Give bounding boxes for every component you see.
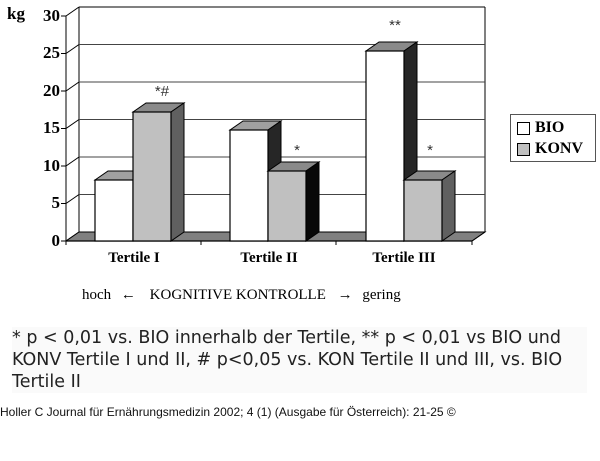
- category-label: Tertile II: [240, 250, 298, 266]
- legend-label-konv: KONV: [535, 140, 583, 157]
- legend-swatch-bio: [517, 121, 530, 135]
- chart-legend: BIO KONV: [510, 114, 596, 162]
- bar-t3-konv: [402, 170, 457, 242]
- axis-note-center: KOGNITIVE KONTROLLE: [149, 287, 326, 303]
- y-tick: 20: [43, 81, 60, 100]
- annotation-t2-konv: *: [294, 142, 300, 159]
- axis-note-right: gering: [362, 287, 401, 303]
- citation: Holler C Journal für Ernährungsmedizin 2…: [0, 405, 456, 419]
- legend-label-bio: BIO: [535, 119, 565, 136]
- bar-t2-konv: [266, 161, 321, 242]
- x-axis-note: hoch ← KOGNITIVE KONTROLLE → gering: [82, 287, 482, 304]
- y-axis-label: kg: [7, 4, 25, 23]
- y-tick: 10: [43, 156, 60, 175]
- annotation-t3-bio: **: [389, 17, 401, 34]
- category-label: Tertile I: [108, 250, 160, 266]
- arrow-left-icon: ←: [120, 287, 136, 303]
- y-tick: 5: [51, 193, 61, 212]
- legend-item-bio: BIO: [517, 119, 564, 137]
- legend-item-konv: KONV: [517, 140, 583, 158]
- y-tick: 0: [51, 231, 61, 250]
- arrow-right-icon: →: [337, 287, 353, 303]
- y-tick: 30: [43, 6, 60, 25]
- figure-footnote: * p < 0,01 vs. BIO innerhalb der Tertile…: [12, 327, 587, 393]
- axis-note-left: hoch: [82, 287, 112, 303]
- bar-t1-konv: [131, 102, 186, 242]
- annotation-t3-konv: *: [427, 142, 433, 159]
- category-label: Tertile III: [372, 250, 436, 266]
- bar-t3-bio: [364, 41, 419, 242]
- y-tick: 15: [43, 118, 60, 137]
- bar-chart-plot: [61, 6, 487, 245]
- y-tick: 25: [43, 43, 60, 62]
- bar-t2-bio: [228, 120, 283, 242]
- annotation-t1-konv: *#: [154, 83, 170, 100]
- legend-swatch-konv: [517, 142, 530, 156]
